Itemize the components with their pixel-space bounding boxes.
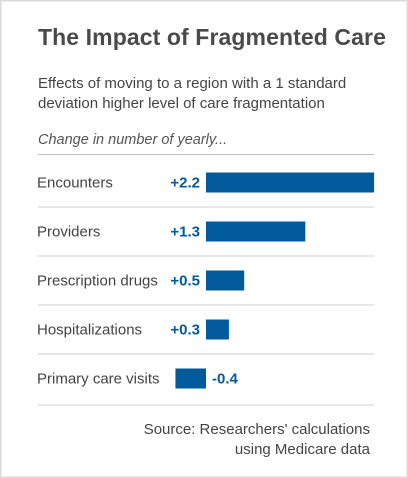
axis-caption: Change in number of yearly... <box>38 132 228 148</box>
category-label: Primary care visits <box>37 371 160 388</box>
value-label: -0.4 <box>212 371 239 388</box>
value-label: +2.2 <box>170 175 200 192</box>
bar <box>206 221 306 242</box>
category-label: Prescription drugs <box>37 273 158 290</box>
category-label: Hospitalizations <box>37 322 142 339</box>
caption-divider <box>38 154 374 155</box>
chart-subtitle: Effects of moving to a region with a 1 s… <box>38 75 347 112</box>
value-label: +0.3 <box>170 322 200 339</box>
source-note: Source: Researchers' calculations using … <box>144 420 370 460</box>
category-label: Encounters <box>37 175 113 192</box>
bar <box>206 172 375 193</box>
source-line-1: Source: Researchers' calculations <box>143 421 370 438</box>
bar <box>175 368 206 389</box>
chart-title: The Impact of Fragmented Care <box>38 24 386 50</box>
value-label: +0.5 <box>170 273 200 290</box>
bar <box>206 319 229 340</box>
category-label: Providers <box>37 224 100 241</box>
source-line-2: using Medicare data <box>234 441 370 458</box>
bar-chart: Encounters +2.2 Providers +1.3 Prescription … <box>37 172 375 406</box>
value-label: +1.3 <box>170 224 200 241</box>
bar <box>206 270 245 291</box>
